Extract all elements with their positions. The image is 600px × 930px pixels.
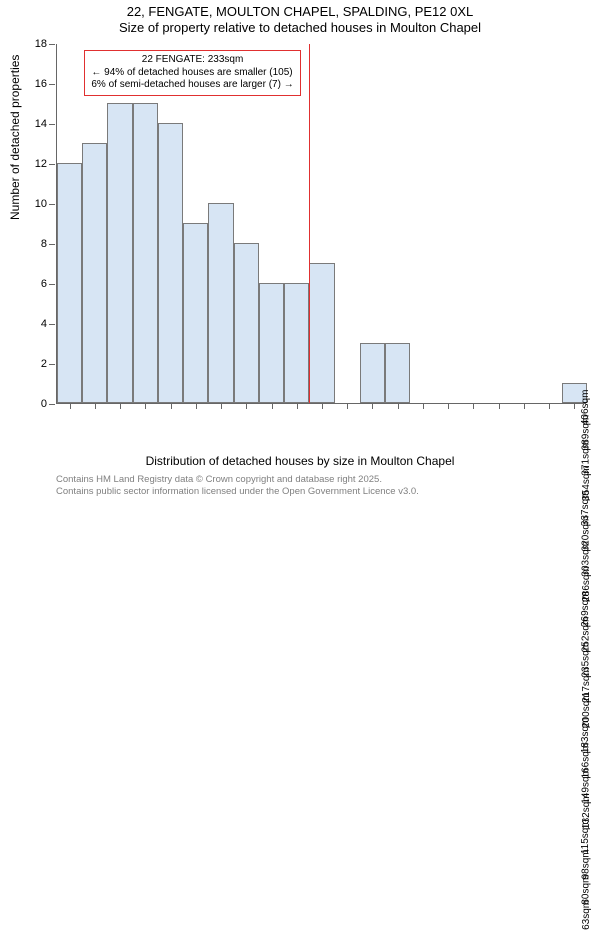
x-tick [196, 403, 197, 409]
y-tick-label: 2 [41, 358, 47, 370]
x-tick [145, 403, 146, 409]
histogram-bar [57, 163, 82, 403]
y-tick-label: 16 [35, 78, 47, 90]
y-tick-label: 8 [41, 238, 47, 250]
x-tick [171, 403, 172, 409]
annotation-box: 22 FENGATE: 233sqm← 94% of detached hous… [84, 50, 300, 96]
x-tick [473, 403, 474, 409]
chart-container: 22, FENGATE, MOULTON CHAPEL, SPALDING, P… [0, 0, 600, 500]
histogram-bar [259, 283, 284, 403]
x-tick [398, 403, 399, 409]
y-tick-label: 12 [35, 158, 47, 170]
x-tick [524, 403, 525, 409]
y-tick [49, 84, 55, 85]
title-line-1: 22, FENGATE, MOULTON CHAPEL, SPALDING, P… [0, 4, 600, 20]
histogram-bar [234, 243, 259, 403]
y-tick [49, 244, 55, 245]
histogram-bar [309, 263, 334, 403]
y-tick [49, 284, 55, 285]
title-line-2: Size of property relative to detached ho… [0, 20, 600, 36]
y-tick [49, 164, 55, 165]
y-tick [49, 44, 55, 45]
footer-attribution: Contains HM Land Registry data © Crown c… [56, 474, 419, 498]
x-axis-label: Distribution of detached houses by size … [0, 454, 600, 468]
histogram-bar [133, 103, 158, 403]
histogram-bar [360, 343, 385, 403]
histogram-bar [385, 343, 410, 403]
x-tick [221, 403, 222, 409]
y-tick-label: 14 [35, 118, 47, 130]
x-tick [297, 403, 298, 409]
y-tick-label: 10 [35, 198, 47, 210]
x-tick [120, 403, 121, 409]
y-tick [49, 324, 55, 325]
x-tick [549, 403, 550, 409]
histogram-bar [82, 143, 107, 403]
plot-area: 02468101214161863sqm80sqm98sqm115sqm132s… [56, 44, 586, 404]
histogram-bar [284, 283, 309, 403]
marker-line [309, 44, 310, 403]
y-tick [49, 404, 55, 405]
x-tick [372, 403, 373, 409]
annotation-line-3: 6% of semi-detached houses are larger (7… [91, 79, 293, 92]
histogram-bar [107, 103, 132, 403]
x-tick [70, 403, 71, 409]
y-axis-label: Number of detached properties [8, 55, 22, 220]
y-tick-label: 0 [41, 398, 47, 410]
annotation-line-1: 22 FENGATE: 233sqm [91, 54, 293, 67]
y-tick-label: 6 [41, 278, 47, 290]
title-block: 22, FENGATE, MOULTON CHAPEL, SPALDING, P… [0, 0, 600, 37]
footer-line-1: Contains HM Land Registry data © Crown c… [56, 474, 419, 486]
y-tick [49, 124, 55, 125]
x-tick [574, 403, 575, 409]
x-tick [95, 403, 96, 409]
y-tick-label: 18 [35, 38, 47, 50]
x-tick [448, 403, 449, 409]
x-tick-label: 406sqm [581, 418, 592, 426]
annotation-line-2: ← 94% of detached houses are smaller (10… [91, 67, 293, 80]
histogram-bar [208, 203, 233, 403]
y-tick-label: 4 [41, 318, 47, 330]
x-tick [272, 403, 273, 409]
x-tick [423, 403, 424, 409]
x-tick [322, 403, 323, 409]
histogram-bar [158, 123, 183, 403]
y-tick [49, 364, 55, 365]
x-tick [499, 403, 500, 409]
histogram-bar [183, 223, 208, 403]
y-tick [49, 204, 55, 205]
x-tick [347, 403, 348, 409]
x-tick [246, 403, 247, 409]
footer-line-2: Contains public sector information licen… [56, 486, 419, 498]
